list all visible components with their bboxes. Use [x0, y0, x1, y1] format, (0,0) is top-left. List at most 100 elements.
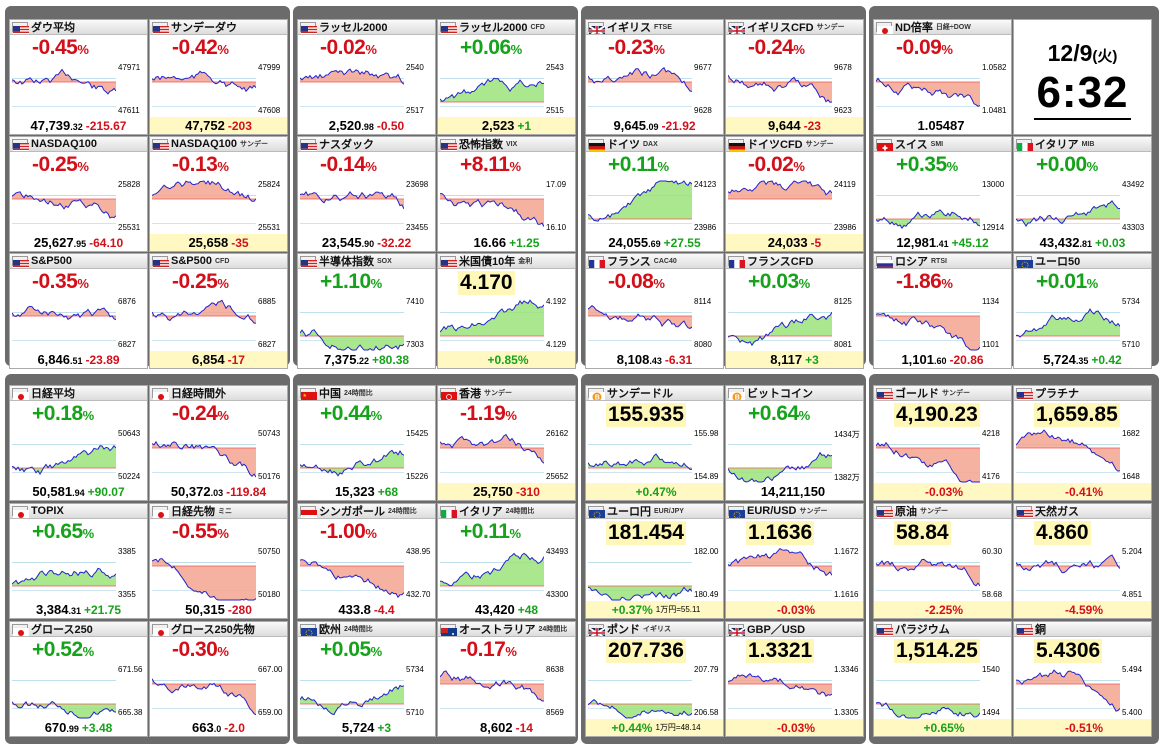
- card-header: 天然ガス: [1014, 504, 1151, 519]
- quote-card[interactable]: ラッセル2000 CFD +0.06% 2543 2515 2,523 +1: [437, 19, 576, 135]
- quote-card[interactable]: シンガポール 24時間比 -1.00% 438.95 432.70 433.8 -4.4: [297, 503, 436, 619]
- quote-card[interactable]: 日経時間外 -0.24% 50743 50176 50,372.03 -119.84: [149, 385, 288, 501]
- quote-card[interactable]: 日経先物 ミニ -0.55% 50750 50180 50,315 -280: [149, 503, 288, 619]
- quote-card[interactable]: 半導体指数 SOX +1.10% 7410 7303 7,375.22 +80.38: [297, 253, 436, 369]
- last-price: 24,033: [767, 235, 808, 250]
- quote-card[interactable]: 欧州 24時間比 +0.05% 5734 5710 5,724 +3: [297, 621, 436, 737]
- last-price: 25,658: [188, 235, 229, 250]
- quote-card[interactable]: B ビットコイン +0.64% 1434万 1382万 14,211,150: [725, 385, 864, 501]
- high-label: 5734: [406, 665, 424, 674]
- quote-card[interactable]: 香港 サンデー -1.19% 26162 25652 25,750 -310: [437, 385, 576, 501]
- quote-card[interactable]: NASDAQ100 サンデー -0.13% 25824 25531 25,658 -35: [149, 136, 288, 252]
- instrument-name: ダウ平均: [31, 22, 75, 34]
- instrument-name: プラチナ: [1035, 388, 1079, 400]
- instrument-name: グロース250: [31, 624, 93, 636]
- instrument-sub: EUR/JPY: [654, 507, 684, 515]
- last-price: 43,432.81: [1039, 235, 1092, 250]
- quote-card[interactable]: イギリス FTSE -0.23% 9677 9628 9,645.09 -21.92: [585, 19, 724, 135]
- fr-flag-icon: [588, 256, 605, 268]
- card-footer: 16.66 +1.25: [438, 234, 575, 251]
- quote-card[interactable]: 銅 5.4306 5.494 5.400 -0.51%: [1013, 621, 1152, 737]
- quote-card[interactable]: NASDAQ100 -0.25% 25828 25531 25,627.95 -64.10: [9, 136, 148, 252]
- change-percent: +0.64%: [748, 402, 810, 425]
- low-label: 2515: [546, 106, 564, 115]
- quote-card[interactable]: 日経平均 +0.18% 50643 50224 50,581.94 +90.07: [9, 385, 148, 501]
- high-label: 1.3346: [834, 665, 859, 674]
- quote-card[interactable]: 米国債10年 金利 4.170 4.192 4.129 +0.85%: [437, 253, 576, 369]
- high-label: 5734: [1122, 297, 1140, 306]
- change-percent: -0.14%: [320, 153, 377, 176]
- instrument-name: パラジウム: [895, 624, 950, 636]
- quote-card[interactable]: TOPIX +0.65% 3385 3355 3,384.31 +21.75: [9, 503, 148, 619]
- quote-card[interactable]: 天然ガス 4.860 5.204 4.851 -4.59%: [1013, 503, 1152, 619]
- instrument-sub: VIX: [506, 140, 518, 148]
- card-header: 日経時間外: [150, 386, 287, 401]
- quote-card[interactable]: ゴールド サンデー 4,190.23 4218 4176 -0.03%: [873, 385, 1012, 501]
- quote-card[interactable]: ユーロ50 +0.01% 5734 5710 5,724.35 +0.42: [1013, 253, 1152, 369]
- instrument-name: サンデーダウ: [171, 22, 237, 34]
- card-header: ダウ平均: [10, 20, 147, 35]
- quote-card[interactable]: GBP／USD 1.3321 1.3346 1.3305 -0.03%: [725, 621, 864, 737]
- quote-card[interactable]: イタリア MIB +0.00% 43492 43303 43,432.81 +0.03: [1013, 136, 1152, 252]
- quote-card[interactable]: パラジウム 1,514.25 1540 1494 +0.65%: [873, 621, 1012, 737]
- quote-card[interactable]: イタリア 24時間比 +0.11% 43493 43300 43,420 +48: [437, 503, 576, 619]
- eu-flag-icon: [300, 624, 317, 636]
- price-change: -5: [810, 235, 822, 250]
- quote-card[interactable]: EUR/USD サンデー 1.1636 1.1672 1.1616 -0.03%: [725, 503, 864, 619]
- card-footer: 1,101.60 -20.86: [874, 351, 1011, 368]
- quote-card[interactable]: S&P500 CFD -0.25% 6885 6827 6,854 -17: [149, 253, 288, 369]
- quote-card[interactable]: スイス SMI +0.35% 13000 12914 12,981.41 +45.12: [873, 136, 1012, 252]
- high-label: 671.56: [118, 665, 143, 674]
- quote-card[interactable]: ドイツCFD サンデー -0.02% 24119 23986 24,033 -5: [725, 136, 864, 252]
- quote-card[interactable]: ポンド イギリス 207.736 207.79 206.58 +0.44% 1万円=48.1…: [585, 621, 724, 737]
- quote-card[interactable]: S&P500 -0.35% 6876 6827 6,846.51 -23.89: [9, 253, 148, 369]
- instrument-name: フランスCFD: [747, 256, 814, 268]
- quote-card[interactable]: グロース250先物 -0.30% 667.00 659.00 663.0 -2.0: [149, 621, 288, 737]
- card-header: 恐怖指数 VIX: [438, 137, 575, 152]
- high-label: 4.192: [546, 297, 567, 306]
- price-value: 58.84: [894, 521, 951, 545]
- quote-card[interactable]: ロシア RTSI -1.86% 1134 1101 1,101.60 -20.86: [873, 253, 1012, 369]
- quote-card[interactable]: ナスダック -0.14% 23698 23455 23,545.90 -32.22: [297, 136, 436, 252]
- price-change: +1.25: [509, 235, 540, 250]
- quote-card[interactable]: フランス CAC40 -0.08% 8114 8080 8,108.43 -6.31: [585, 253, 724, 369]
- price-value: 207.736: [606, 639, 686, 663]
- quote-card[interactable]: グロース250 +0.52% 671.56 665.38 670.99 +3.48: [9, 621, 148, 737]
- price-change: +3: [805, 352, 819, 367]
- quote-card[interactable]: フランスCFD +0.03% 8125 8081 8,117 +3: [725, 253, 864, 369]
- card-footer: 14,211,150: [726, 483, 863, 500]
- last-price: 8,602: [480, 720, 513, 735]
- quote-card[interactable]: ユーロ円 EUR/JPY 181.454 182.00 180.49 +0.37% 1万円=…: [585, 503, 724, 619]
- instrument-name: TOPIX: [31, 505, 64, 517]
- price-change: -20.86: [949, 352, 984, 367]
- quote-card[interactable]: ドイツ DAX +0.11% 24123 23986 24,055.69 +27.55: [585, 136, 724, 252]
- quote-card[interactable]: 原油 サンデー 58.84 60.30 58.68 -2.25%: [873, 503, 1012, 619]
- quote-card[interactable]: オーストラリア 24時間比 -0.17% 8638 8569 8,602 -14: [437, 621, 576, 737]
- card-footer: +0.85%: [438, 351, 575, 368]
- quote-card[interactable]: イギリスCFD サンデー -0.24% 9678 9623 9,644 -23: [725, 19, 864, 135]
- quote-card[interactable]: ダウ平均 -0.45% 47971 47611 47,739.32 -215.67: [9, 19, 148, 135]
- us-flag-icon: [300, 139, 317, 151]
- price-change: +1: [517, 118, 532, 133]
- quote-card[interactable]: プラチナ 1,659.85 1682 1648 -0.41%: [1013, 385, 1152, 501]
- quote-card[interactable]: サンデーダウ -0.42% 47999 47608 47,752 -203: [149, 19, 288, 135]
- quote-card[interactable]: ND倍率 日経÷DOW -0.09% 1.0582 1.0481 1.05487: [873, 19, 1012, 135]
- card-header: 銅: [1014, 622, 1151, 637]
- low-label: 1494: [982, 708, 1000, 717]
- quote-card[interactable]: ラッセル2000 -0.02% 2540 2517 2,520.98 -0.50: [297, 19, 436, 135]
- card-footer: 9,644 -23: [726, 117, 863, 134]
- low-label: 12914: [982, 223, 1005, 232]
- quote-card[interactable]: 恐怖指数 VIX +8.11% 17.09 16.10 16.66 +1.25: [437, 136, 576, 252]
- low-label: 8569: [546, 708, 564, 717]
- card-footer: 25,627.95 -64.10: [10, 234, 147, 251]
- change-percent: -0.55%: [172, 520, 229, 543]
- instrument-name: 半導体指数: [319, 256, 374, 268]
- card-footer: 25,750 -310: [438, 483, 575, 500]
- high-label: 17.09: [546, 180, 567, 189]
- quote-card[interactable]: B サンデードル 155.935 155.98 154.89 +0.47%: [585, 385, 724, 501]
- change-percent: +0.01%: [1036, 270, 1098, 293]
- quote-card[interactable]: ★ 中国 24時間比 +0.44% 15425 15226 15,323 +68: [297, 385, 436, 501]
- us-flag-icon: [152, 139, 169, 151]
- price-change: -0.03%: [776, 602, 816, 617]
- last-price: 5,724: [341, 720, 375, 735]
